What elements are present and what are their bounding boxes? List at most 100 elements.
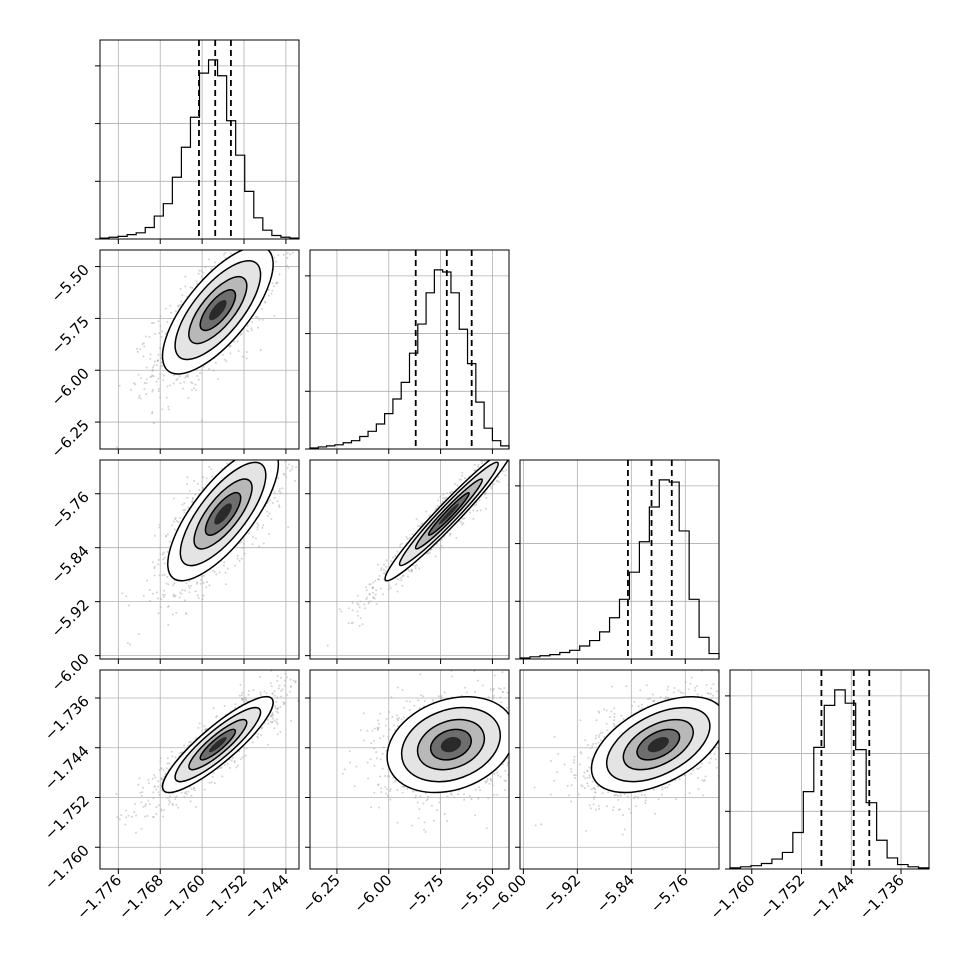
scatter-point [228,345,231,348]
scatter-point [161,408,164,411]
scatter-point [152,322,155,324]
scatter-point [162,551,165,554]
scatter-point [172,593,175,596]
contour-line [174,260,262,361]
contour-line [384,460,509,582]
scatter-point [173,528,176,531]
scatter-point [368,593,371,596]
scatter-point [473,469,476,472]
scatter-point [251,543,254,546]
scatter-point [270,292,273,295]
scatter-point [155,806,158,809]
scatter-point [200,270,203,272]
scatter-point [239,456,241,458]
scatter-point [197,378,200,381]
scatter-point [179,516,182,519]
scatter-point [276,723,279,726]
scatter-point [251,216,253,218]
scatter-point [399,543,402,546]
scatter-point [152,366,155,369]
scatter-point [401,575,404,578]
contour-line [427,491,470,536]
scatter-point [311,197,313,199]
scatter-point [139,348,142,351]
scatter-point [224,571,227,574]
scatter-point [441,538,443,541]
scatter-point [477,465,479,468]
scatter-point [228,766,231,769]
scatter-point [502,470,505,473]
scatter-point [161,553,164,556]
scatter-point [263,690,266,693]
scatter-point [285,676,288,679]
scatter-point [542,436,544,438]
scatter-point [448,534,451,537]
panel-3-3 [725,669,930,874]
scatter-point [229,352,232,355]
scatter-point [137,783,140,786]
scatter-point [461,471,464,474]
scatter-point [195,280,198,283]
scatter-point [266,247,268,249]
scatter-point [159,324,162,327]
scatter-point [320,661,322,663]
scatter-point [396,590,399,593]
scatter-point [208,465,211,468]
scatter-point [168,795,171,798]
scatter-point [177,806,180,809]
contour-line [188,275,248,345]
scatter-point [543,414,545,416]
scatter-point [519,444,521,446]
scatter-point [351,621,354,624]
scatter-point [340,610,343,613]
scatter-point [521,427,523,429]
scatter-point [512,440,514,442]
scatter-point [188,591,191,594]
scatter-point [238,694,241,697]
scatter-point [157,612,160,615]
scatter-point [240,557,243,560]
scatter-point [245,240,247,242]
scatter-point [525,442,527,444]
scatter-point [196,482,199,485]
scatter-point [401,584,404,587]
scatter-point [137,373,140,376]
scatter-point [125,816,128,819]
scatter-point [286,252,289,255]
scatter-point [212,707,215,710]
scatter-point [163,562,166,565]
scatter-point [156,597,159,600]
scatter-point [250,451,252,453]
scatter-point [382,593,385,596]
scatter-point [208,258,211,261]
scatter-point [436,505,439,507]
scatter-point [154,776,157,779]
scatter-point [507,456,509,458]
scatter-area [115,661,322,834]
scatter-point [223,564,225,567]
scatter-point [522,443,524,445]
scatter-point [257,326,260,329]
scatter-point [214,261,217,264]
scatter-point [440,544,443,547]
scatter-point [183,511,186,514]
scatter-point [280,695,283,698]
scatter-point [168,762,171,765]
scatter-point [254,245,256,247]
scatter-point [367,602,370,605]
scatter-point [149,353,152,356]
scatter-point [157,563,160,566]
scatter-point [245,351,248,353]
scatter-point [267,288,270,291]
scatter-point [359,617,362,620]
scatter-point [260,438,262,440]
scatter-point [157,377,160,380]
scatter-area [326,414,545,647]
scatter-point [263,300,266,303]
scatter-point [175,804,178,806]
scatter-point [534,424,536,426]
scatter-point [514,420,516,422]
scatter-point [245,357,248,360]
scatter-point [166,321,169,323]
scatter-point [121,592,124,595]
